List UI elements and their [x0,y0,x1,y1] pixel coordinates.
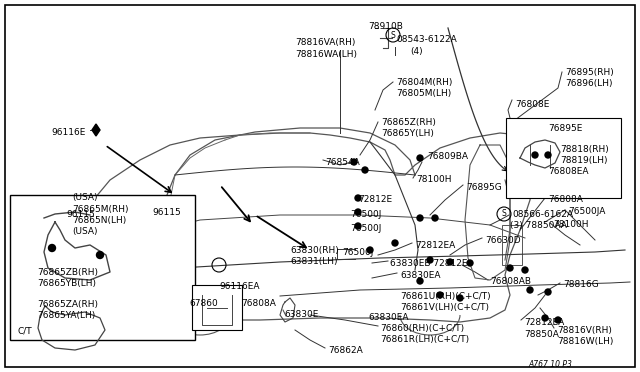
Circle shape [457,295,463,301]
Text: 76895(RH): 76895(RH) [565,68,614,77]
Text: C/T: C/T [18,326,33,335]
Text: 76865ZB(RH): 76865ZB(RH) [37,268,98,277]
Text: 96116EA: 96116EA [219,282,259,291]
Text: 63830EA: 63830EA [368,313,408,322]
Circle shape [527,287,533,293]
Circle shape [545,152,551,158]
Text: 76865N(LH): 76865N(LH) [72,216,126,225]
Circle shape [362,167,368,173]
Text: 78910B: 78910B [368,22,403,31]
Text: 76861R(LH)(C+C/T): 76861R(LH)(C+C/T) [380,335,469,344]
Text: 76861V(LH)(C+C/T): 76861V(LH)(C+C/T) [400,303,489,312]
Text: 78100H: 78100H [553,220,589,229]
Text: 76500J: 76500J [350,224,381,233]
Text: 78100H: 78100H [416,175,451,184]
Text: 76865M(RH): 76865M(RH) [72,205,129,214]
Text: S: S [390,31,396,39]
Text: 76808A: 76808A [548,195,583,204]
Text: 08543-6122A: 08543-6122A [396,35,457,44]
Text: 76865Z(RH): 76865Z(RH) [381,118,436,127]
Circle shape [355,223,361,229]
Text: 78819(LH): 78819(LH) [560,156,607,165]
Text: 76865ZA(RH): 76865ZA(RH) [37,300,98,309]
Text: 63830EA: 63830EA [400,271,440,280]
Text: 76860(RH)(C+C/T): 76860(RH)(C+C/T) [380,324,464,333]
Text: 78818(RH): 78818(RH) [560,145,609,154]
Circle shape [355,195,361,201]
Text: 76500JA: 76500JA [568,207,605,216]
Text: (USA): (USA) [72,227,97,236]
Circle shape [467,260,473,266]
Circle shape [355,209,361,215]
Circle shape [417,155,423,161]
Circle shape [542,315,548,321]
Bar [10,195,195,340]
Text: 76808EA: 76808EA [548,167,589,176]
Text: 76500J: 76500J [342,248,373,257]
Circle shape [545,289,551,295]
Text: A767 10 P3: A767 10 P3 [528,360,572,369]
Text: 76865YA(LH): 76865YA(LH) [37,311,95,320]
Circle shape [427,257,433,263]
Text: 76804M(RH): 76804M(RH) [396,78,452,87]
Text: 76630D: 76630D [485,236,520,245]
Text: 78816G: 78816G [563,280,599,289]
Text: 96116E: 96116E [51,128,85,137]
Circle shape [432,215,438,221]
Circle shape [351,159,357,165]
Text: 76808E: 76808E [515,100,549,109]
Text: (3) 78850AA: (3) 78850AA [510,221,567,230]
Polygon shape [92,124,100,136]
Text: 76854A: 76854A [325,158,360,167]
Text: 76865YB(LH): 76865YB(LH) [37,279,96,288]
Text: 96115: 96115 [66,210,95,219]
Circle shape [447,259,453,265]
Bar [502,225,522,265]
Circle shape [392,240,398,246]
Text: 76808A: 76808A [241,299,276,308]
Circle shape [417,215,423,221]
Text: S: S [502,209,506,218]
Circle shape [522,267,528,273]
Text: 76805M(LH): 76805M(LH) [396,89,451,98]
Circle shape [437,292,443,298]
Text: 76895E: 76895E [548,124,582,133]
Text: 72812E: 72812E [358,195,392,204]
Text: 63830(RH): 63830(RH) [290,246,339,255]
Text: 76808AB: 76808AB [490,277,531,286]
Text: 72812EA: 72812EA [415,241,455,250]
Circle shape [507,265,513,271]
Circle shape [49,244,56,251]
Bar [192,285,242,330]
Text: 76862A: 76862A [328,346,363,355]
Circle shape [532,152,538,158]
Text: 78850A: 78850A [524,330,559,339]
Text: 78816V(RH): 78816V(RH) [557,326,612,335]
Text: 76895G: 76895G [466,183,502,192]
Text: 76809BA: 76809BA [427,152,468,161]
Circle shape [555,317,561,323]
Text: 76500J: 76500J [350,210,381,219]
Text: 76896(LH): 76896(LH) [565,79,612,88]
Text: 78816W(LH): 78816W(LH) [557,337,613,346]
Text: 96115: 96115 [152,208,180,217]
Text: 72812EA: 72812EA [524,318,564,327]
Text: 67860: 67860 [189,299,218,308]
Text: 76861U(RH)(C+C/T): 76861U(RH)(C+C/T) [400,292,491,301]
Circle shape [97,251,104,259]
Text: 78816VA(RH): 78816VA(RH) [295,38,355,47]
Circle shape [417,278,423,284]
Text: 63830E: 63830E [284,310,318,319]
Bar [506,118,621,198]
Text: 08566-6162A: 08566-6162A [512,210,573,219]
Circle shape [367,247,373,253]
Text: 76865Y(LH): 76865Y(LH) [381,129,434,138]
Text: 78816WA(LH): 78816WA(LH) [295,50,357,59]
Text: 63830EB 72812E: 63830EB 72812E [390,259,467,268]
Text: (4): (4) [410,47,422,56]
Text: 63831(LH): 63831(LH) [290,257,337,266]
Text: (USA): (USA) [72,193,97,202]
